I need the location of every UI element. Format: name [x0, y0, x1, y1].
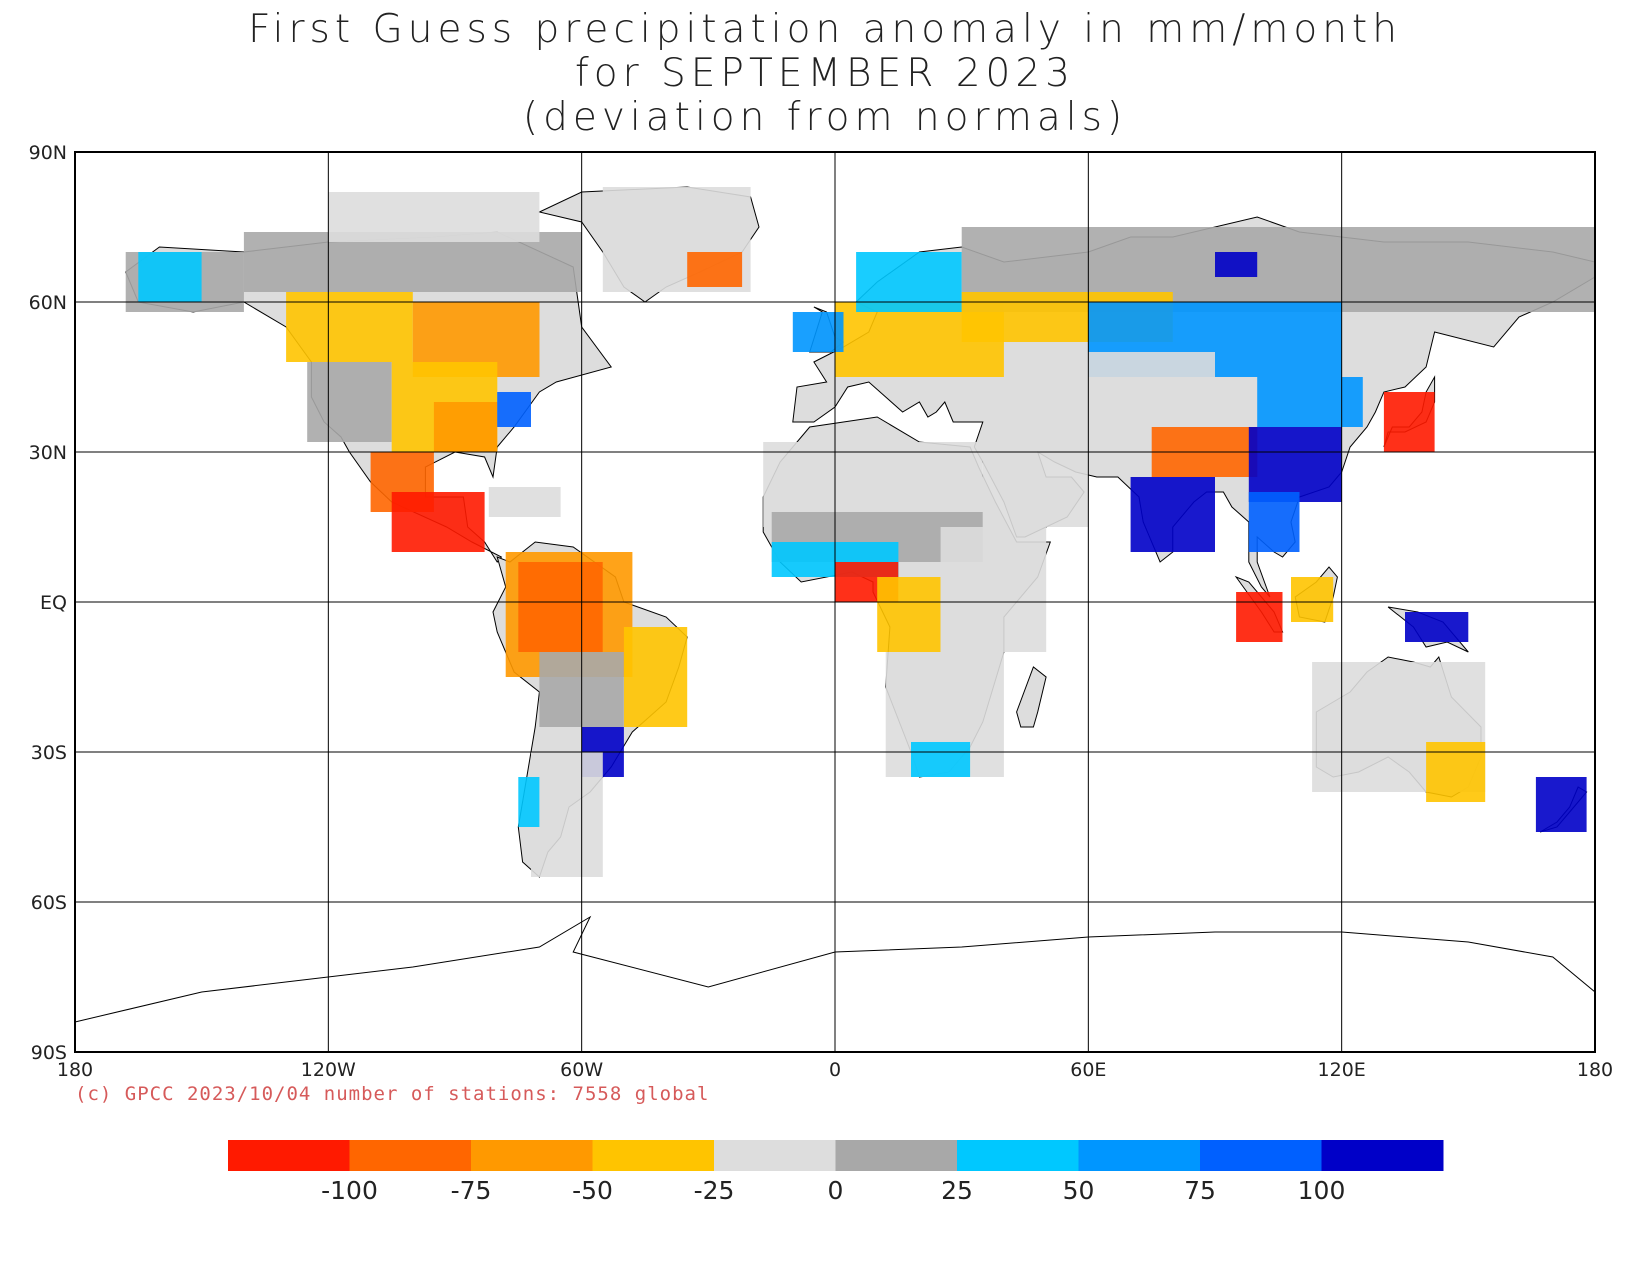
- region-argentina: [531, 752, 603, 877]
- title-line-2: for SEPTEMBER 2023: [575, 51, 1075, 96]
- region-new-guinea-wet: [1405, 612, 1469, 642]
- colorbar-tick-label: 100: [1298, 1176, 1346, 1205]
- lon-tick-label: 60W: [560, 1059, 603, 1081]
- colorbar-tick-label: 0: [828, 1176, 844, 1205]
- region-caribbean: [488, 487, 561, 517]
- region-brazil-east: [623, 627, 688, 727]
- region-chile-coast: [518, 777, 540, 827]
- longitude-labels: 180 120W 60W 0 60E 120E 180: [57, 1059, 1613, 1081]
- region-scandinavia: [856, 252, 962, 312]
- colorbar: [228, 1140, 1444, 1171]
- region-mexico-dry: [391, 492, 485, 552]
- colorbar-swatch: [592, 1140, 715, 1171]
- colorbar-swatch: [1200, 1140, 1322, 1171]
- colorbar-swatch: [349, 1140, 472, 1171]
- colorbar-tick-label: -25: [694, 1176, 735, 1205]
- region-india-wet: [1130, 477, 1215, 552]
- colorbar-labels: -100 -75 -50 -25 0 25 50 75 100: [321, 1176, 1345, 1205]
- latitude-labels: 90N 60N 30N EQ 30S 60S 90S: [29, 142, 67, 1064]
- region-uk: [792, 312, 844, 352]
- region-australia-southeast: [1426, 742, 1486, 802]
- lat-tick-label: 30S: [31, 742, 67, 764]
- lon-tick-label: 0: [829, 1059, 841, 1081]
- region-central-africa: [877, 577, 941, 652]
- colorbar-swatch: [835, 1140, 958, 1171]
- region-japan-dry: [1383, 392, 1435, 452]
- colorbar-swatch: [714, 1140, 836, 1171]
- region-greenland-east: [687, 252, 743, 287]
- region-sumatra-dry: [1236, 592, 1283, 642]
- lat-tick-label: EQ: [40, 592, 67, 614]
- anomaly-regions: [125, 187, 1595, 877]
- lat-tick-label: 60N: [29, 292, 67, 314]
- region-us-east-coast-wet: [497, 392, 531, 427]
- lon-tick-label: 60E: [1070, 1059, 1106, 1081]
- region-indochina: [1248, 492, 1300, 552]
- colorbar-tick-label: 50: [1063, 1176, 1095, 1205]
- region-us-southeast: [433, 402, 498, 452]
- title-line-3: (deviation from normals): [522, 95, 1128, 140]
- credit-text: (c) GPCC 2023/10/04 number of stations: …: [75, 1083, 710, 1105]
- region-china-wet: [1248, 427, 1342, 502]
- lon-tick-label: 120E: [1318, 1059, 1366, 1081]
- lon-tick-label: 180: [1577, 1059, 1613, 1081]
- region-siberia-very-wet: [1215, 252, 1258, 277]
- region-borneo: [1291, 577, 1334, 622]
- lat-tick-label: 30N: [29, 442, 67, 464]
- colorbar-tick-label: -50: [572, 1176, 613, 1205]
- region-new-zealand: [1535, 777, 1587, 832]
- lat-tick-label: 90S: [31, 1042, 67, 1064]
- colorbar-swatch: [1078, 1140, 1201, 1171]
- region-amazon-dry: [518, 562, 603, 652]
- region-alaska-wet: [138, 252, 202, 302]
- colorbar-swatch: [1321, 1140, 1444, 1171]
- grid-lines: [75, 152, 1595, 1052]
- map-frame: [74, 151, 1596, 1053]
- map-title: First Guess precipitation anomaly in mm/…: [0, 8, 1650, 140]
- coastline-madagascar: [1016, 666, 1047, 728]
- colorbar-tick-label: -100: [321, 1176, 378, 1205]
- lon-tick-label: 120W: [301, 1059, 356, 1081]
- colorbar-tick-label: -75: [451, 1176, 492, 1205]
- region-western-canada: [286, 292, 413, 362]
- lat-tick-label: 90N: [29, 142, 67, 164]
- colorbar-swatch: [957, 1140, 1079, 1171]
- colorbar-swatch: [228, 1140, 350, 1171]
- colorbar-tick-label: 25: [941, 1176, 973, 1205]
- colorbar-swatch: [471, 1140, 593, 1171]
- lat-tick-label: 60S: [31, 892, 67, 914]
- title-line-1: First Guess precipitation anomaly in mm/…: [248, 7, 1402, 52]
- lon-tick-label: 180: [57, 1059, 93, 1081]
- region-central-asia: [1046, 352, 1215, 427]
- region-south-africa-wet: [911, 742, 971, 777]
- region-east-africa: [940, 527, 1047, 652]
- region-china-north: [1257, 377, 1363, 427]
- region-us-west: [307, 362, 392, 442]
- region-arabia: [982, 442, 1089, 527]
- colorbar-tick-label: 75: [1184, 1176, 1216, 1205]
- region-arctic-islands: [328, 192, 540, 242]
